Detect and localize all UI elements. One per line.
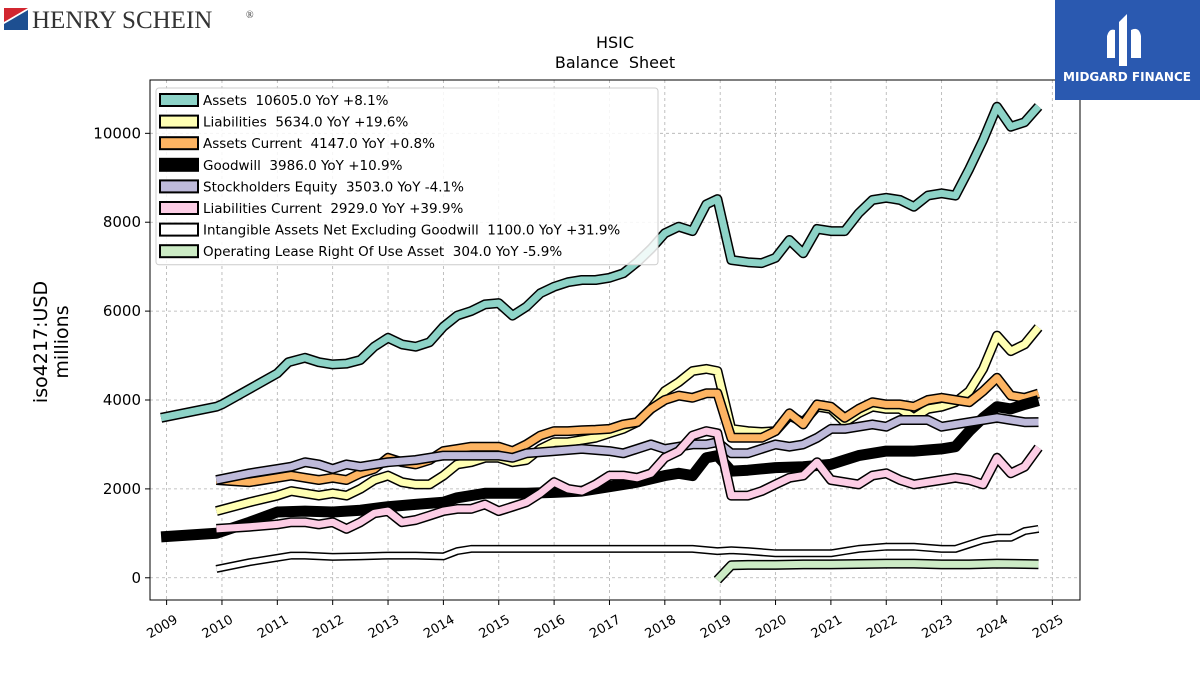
legend-label: Liabilities 5634.0 YoY +19.6%: [203, 115, 408, 131]
x-tick-label: 2017: [587, 612, 623, 642]
x-tick-label: 2016: [532, 612, 568, 642]
series-line: [215, 526, 1039, 572]
legend-item: Liabilities Current 2929.0 YoY +39.9%: [159, 201, 463, 217]
legend-item: Stockholders Equity 3503.0 YoY -4.1%: [159, 179, 464, 195]
legend-box: [155, 87, 659, 266]
legend-item: Intangible Assets Net Excluding Goodwill…: [159, 222, 620, 239]
legend-label: Assets Current 4147.0 YoY +0.8%: [203, 136, 435, 152]
y-axis-label: iso4217:USD: [30, 281, 52, 403]
x-tick-label: 2022: [864, 612, 900, 642]
y-tick-label: 4000: [103, 391, 141, 409]
series-intangible-assets-net-excluding-goodwill: [215, 524, 1040, 573]
series-layer: [160, 101, 1043, 584]
logo-mark-left: [1107, 29, 1115, 58]
henry-schein-logo: HENRY SCHEIN ®: [4, 7, 254, 34]
y-tick-label: 0: [131, 569, 141, 587]
x-tick-label: 2012: [311, 612, 347, 642]
legend-swatch: [159, 201, 199, 215]
legend-item: Goodwill 3986.0 YoY +10.9%: [159, 157, 403, 174]
x-tick-label: 2011: [255, 612, 291, 642]
midgard-finance-text: MIDGARD FINANCE: [1063, 70, 1191, 84]
y-tick-label: 8000: [103, 213, 141, 231]
x-tick-label: 2015: [477, 612, 513, 642]
legend-item: Assets 10605.0 YoY +8.1%: [159, 93, 389, 109]
logo-mark-right: [1131, 28, 1141, 58]
series-line: [160, 103, 1042, 422]
legend-label: Stockholders Equity 3503.0 YoY -4.1%: [203, 179, 464, 195]
x-tick-label: 2021: [809, 612, 845, 642]
legend-item: Assets Current 4147.0 YoY +0.8%: [159, 136, 435, 152]
legend-label: Goodwill 3986.0 YoY +10.9%: [203, 158, 403, 174]
x-tick-label: 2010: [200, 612, 236, 642]
registered-mark: ®: [246, 10, 254, 21]
y-tick-label: 6000: [103, 302, 141, 320]
x-tick-label: 2018: [643, 612, 679, 642]
series-line: [216, 427, 1042, 533]
henry-schein-wordmark: HENRY SCHEIN: [32, 7, 212, 34]
x-tick-label: 2025: [1030, 612, 1066, 642]
legend-swatch: [159, 114, 199, 129]
logo-mark-center: [1119, 14, 1127, 66]
legend-label: Liabilities Current 2929.0 YoY +39.9%: [203, 201, 463, 217]
legend-swatch: [159, 179, 199, 194]
legend-swatch: [159, 222, 199, 237]
x-tick-label: 2020: [753, 612, 789, 642]
series-assets: [160, 101, 1043, 423]
series-line: [714, 560, 1039, 583]
legend-item: Operating Lease Right Of Use Asset 304.0…: [159, 244, 562, 260]
plot-frame: [149, 79, 1081, 601]
y-axis-label-unit: millions: [51, 305, 73, 378]
x-tick-label: 2009: [144, 612, 180, 642]
x-tick-label: 2024: [975, 612, 1011, 642]
legend-label: Intangible Assets Net Excluding Goodwill…: [203, 223, 620, 239]
legend-swatch: [159, 157, 199, 172]
x-tick-label: 2013: [366, 612, 402, 642]
legend-swatch: [159, 136, 199, 151]
legend: Assets 10605.0 YoY +8.1% Liabilities 5634…: [155, 87, 659, 266]
chart-title: HSIC: [596, 33, 634, 52]
legend-label: Assets 10605.0 YoY +8.1%: [203, 93, 389, 109]
legend-item: Liabilities 5634.0 YoY +19.6%: [159, 114, 408, 131]
y-tick-label: 2000: [103, 480, 141, 498]
x-tick-label: 2014: [421, 612, 457, 642]
legend-swatch: [159, 244, 199, 259]
legend-swatch: [159, 93, 199, 107]
x-tick-label: 2019: [698, 612, 734, 642]
series-operating-lease-right-of-use-asset: [713, 558, 1039, 584]
legend-label: Operating Lease Right Of Use Asset 304.0…: [203, 244, 562, 260]
series-liabilities-current: [216, 426, 1043, 534]
x-tick-label: 2023: [919, 612, 955, 642]
chart-subtitle: Balance Sheet: [555, 53, 675, 72]
y-tick-label: 10000: [93, 124, 141, 142]
midgard-finance-logo: MIDGARD FINANCE: [1055, 0, 1200, 100]
